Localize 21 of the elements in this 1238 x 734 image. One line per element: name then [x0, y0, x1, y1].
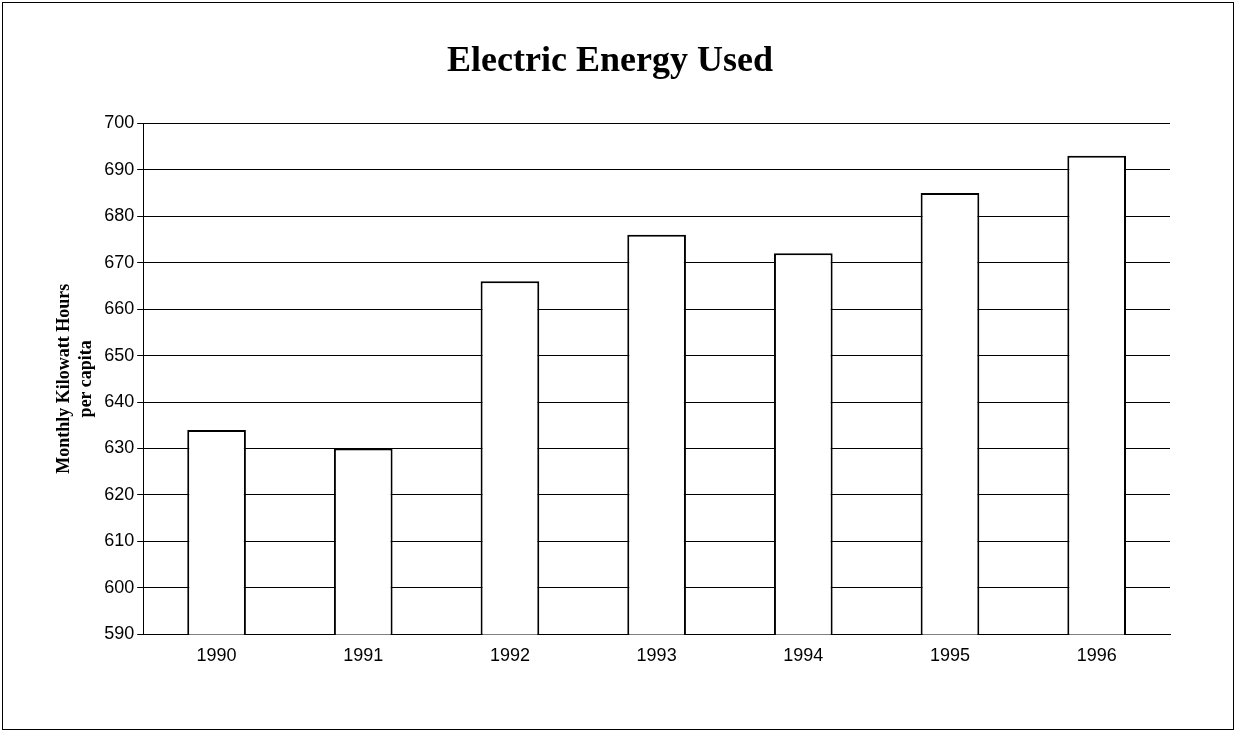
- x-tick-label: 1995: [929, 645, 970, 666]
- y-tick-label: 620: [104, 483, 135, 504]
- x-tick-label: 1990: [196, 645, 237, 666]
- x-tick-label: 1993: [636, 645, 677, 666]
- x-tick-label: 1994: [783, 645, 824, 666]
- y-tick-label: 700: [104, 112, 135, 133]
- y-tick-label: 600: [104, 576, 135, 597]
- y-tick-label: 680: [104, 205, 135, 226]
- y-tick-label: 660: [104, 298, 135, 319]
- x-tick-label: 1992: [489, 645, 530, 666]
- y-tick-label: 630: [104, 437, 135, 458]
- y-axis-title: Monthly Kilowatt Hours per capita: [53, 283, 96, 474]
- x-tick-label: 1991: [343, 645, 384, 666]
- y-tick-label: 690: [104, 158, 135, 179]
- y-tick-label: 610: [104, 530, 135, 551]
- y-tick-label: 590: [104, 623, 135, 644]
- y-tick-label: 650: [104, 344, 135, 365]
- chart-title: Electric Energy Used: [447, 38, 773, 79]
- x-tick-label: 1996: [1076, 645, 1117, 666]
- y-tick-label: 670: [104, 251, 135, 272]
- y-tick-label: 640: [104, 391, 135, 412]
